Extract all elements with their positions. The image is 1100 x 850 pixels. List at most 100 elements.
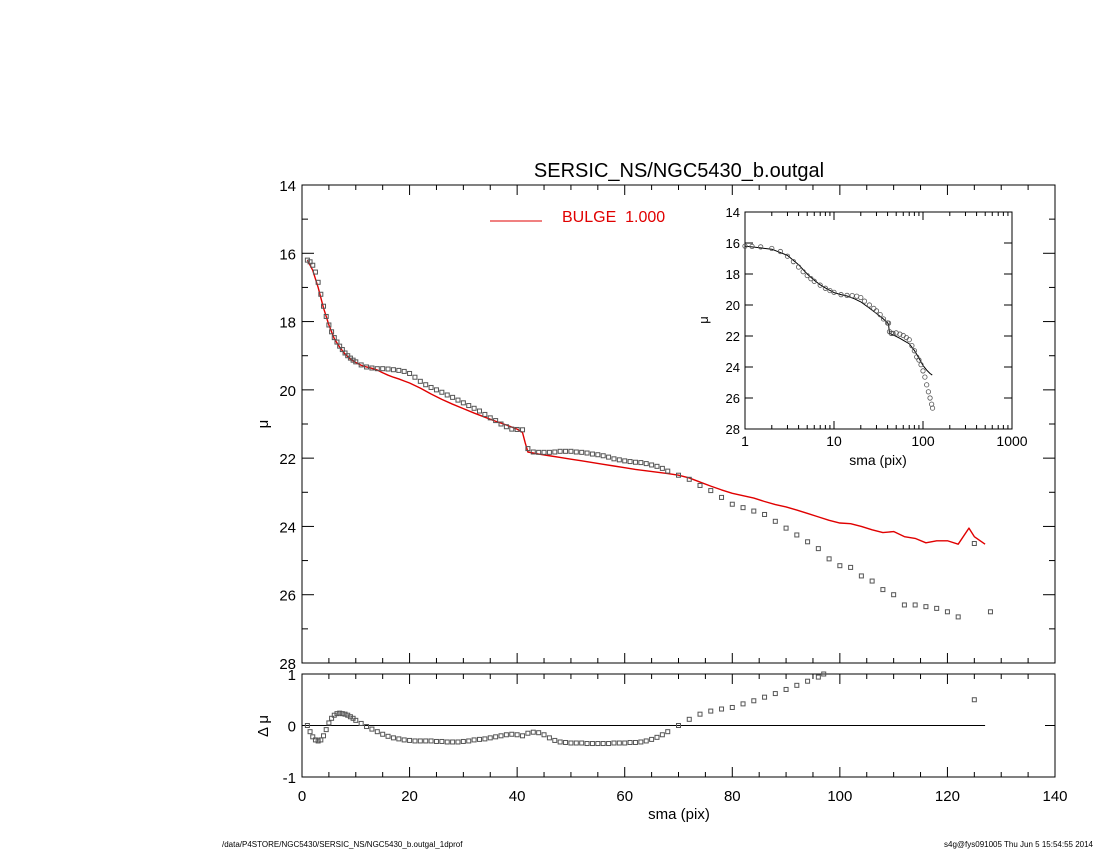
profile-data-point	[401, 368, 407, 374]
inset-data-point	[906, 337, 912, 343]
main-y-tick-label: 16	[279, 246, 296, 263]
profile-data-point	[390, 367, 396, 373]
profile-data-point	[762, 511, 768, 517]
profile-data-point	[783, 525, 789, 531]
residual-data-point	[401, 737, 407, 743]
inset-data-point	[861, 298, 868, 304]
chart-title: SERSIC_NS/NGC5430_b.outgal	[534, 160, 824, 182]
profile-data-point	[530, 449, 536, 455]
residual-data-point	[589, 741, 595, 747]
footer-file-path: /data/P4STORE/NGC5430/SERSIC_NS/NGC5430_…	[222, 840, 463, 849]
profile-data-point	[751, 508, 757, 514]
residual-data-point	[525, 730, 531, 736]
profile-data-point	[439, 389, 445, 395]
residual-data-point	[423, 738, 429, 744]
inset-panel: 14 16 18 20 22 24 26 281 10 100 1000 μ sma (pix)	[696, 205, 1028, 468]
profile-data-point	[364, 364, 370, 370]
profile-data-point	[536, 449, 542, 455]
inset-data-point	[800, 269, 806, 275]
residual-data-point	[520, 733, 526, 739]
footer-timestamp: s4g@fys091005 Thu Jun 5 15:54:55 2014	[944, 840, 1094, 849]
residual-data-point	[536, 730, 542, 736]
profile-data-point	[423, 382, 429, 388]
inset-x-tick-label: 1000	[996, 433, 1027, 449]
residual-x-tick-label: 60	[616, 788, 633, 805]
inset-y-tick-label: 22	[726, 329, 740, 344]
profile-data-point	[433, 387, 439, 393]
profile-data-point	[869, 578, 875, 584]
profile-data-point	[579, 449, 585, 455]
main-y-tick-label: 18	[279, 315, 296, 332]
profile-data-point	[794, 532, 800, 538]
profile-data-point	[676, 472, 681, 478]
residual-data-point	[719, 706, 725, 712]
profile-data-point	[374, 366, 380, 372]
profile-data-point	[353, 359, 359, 365]
residual-data-point	[342, 711, 348, 717]
inset-data-point	[909, 343, 915, 349]
residual-data-point	[337, 710, 343, 716]
profile-data-point	[396, 367, 402, 373]
residual-data-point	[339, 711, 345, 717]
profile-data-point	[315, 279, 321, 285]
main-axis-ticks: 14 16 18 20 22 24 26 28	[279, 178, 1056, 673]
profile-data-point	[482, 411, 488, 417]
profile-data-point	[307, 259, 313, 265]
profile-data-point	[934, 605, 940, 611]
residual-data-point	[304, 723, 310, 728]
profile-data-point	[339, 347, 345, 353]
residual-data-point	[428, 738, 434, 744]
inset-y-tick-label: 24	[726, 360, 740, 375]
residual-data-point	[665, 729, 671, 735]
profile-data-point	[369, 365, 375, 371]
residual-data-point	[606, 741, 612, 747]
residual-data-point	[369, 726, 375, 732]
inset-data-point	[784, 253, 791, 259]
residual-data-point	[487, 735, 493, 741]
inset-data-point	[877, 312, 883, 318]
profile-data-point	[686, 476, 692, 482]
residual-data-point	[654, 734, 660, 740]
profile-data-point	[337, 343, 343, 349]
residual-data-point	[482, 736, 488, 742]
inset-data-point	[777, 248, 784, 255]
residual-data-point	[762, 694, 768, 700]
inset-data-point	[817, 282, 823, 288]
profile-data-point	[600, 453, 606, 459]
profile-data-point	[563, 448, 569, 454]
profile-data-point	[334, 339, 340, 345]
residual-data-point	[686, 716, 692, 722]
inset-axis-ticks: 14 16 18 20 22 24 26 281 10 100 1000	[726, 205, 1028, 449]
profile-data-point	[380, 366, 386, 372]
main-panel: 14 16 18 20 22 24 26 28 μ BULGE 1.000	[255, 178, 1056, 673]
profile-data-point	[858, 573, 864, 579]
profile-data-point	[616, 457, 622, 463]
inset-data-point	[916, 357, 922, 363]
residual-data-point	[390, 735, 396, 741]
inset-data-point	[811, 278, 817, 284]
residual-data-point	[310, 734, 316, 740]
residual-data-point	[407, 737, 413, 743]
residual-x-tick-label: 120	[935, 788, 960, 805]
profile-data-point	[509, 426, 515, 432]
profile-data-point	[643, 461, 649, 467]
inset-y-tick-label: 26	[726, 391, 740, 406]
profile-data-point	[595, 452, 601, 458]
inset-data-point	[885, 320, 892, 326]
residual-data-point	[530, 729, 536, 735]
residual-data-point	[323, 727, 329, 733]
profile-data-point	[498, 421, 504, 427]
residual-data-point	[546, 735, 552, 741]
inset-data-point	[808, 276, 814, 282]
inset-x-tick-label: 10	[826, 433, 842, 449]
residual-data-point	[514, 732, 520, 738]
main-y-axis-label: μ	[255, 420, 272, 429]
residual-data-point	[971, 697, 977, 703]
inset-y-tick-label: 16	[726, 236, 740, 251]
inset-y-tick-label: 28	[726, 422, 740, 437]
residual-data-point	[783, 686, 789, 692]
profile-data-point	[638, 460, 644, 466]
profile-data-point	[837, 563, 843, 569]
